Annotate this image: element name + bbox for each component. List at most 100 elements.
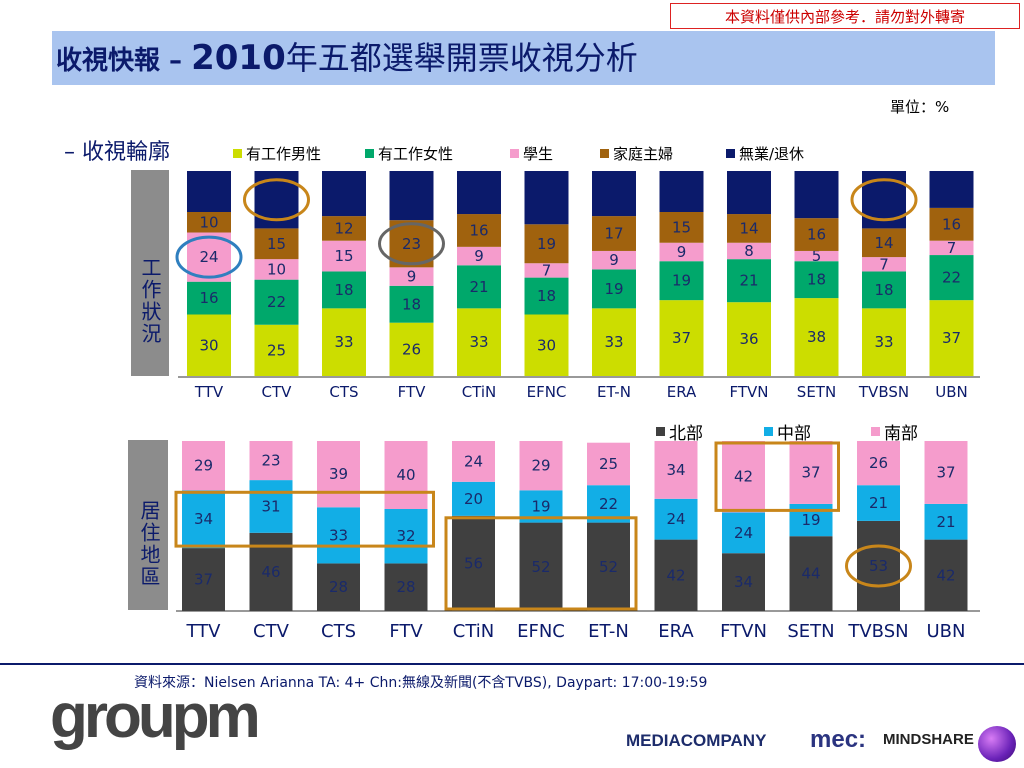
panel2-bar-ftv-- bbox=[384, 441, 428, 509]
panel1-bar-et-n-- bbox=[592, 250, 636, 270]
highlight-box bbox=[174, 490, 435, 548]
panel1-value-label: 5 bbox=[812, 247, 822, 265]
panel1-bar-tvbsn-- bbox=[862, 257, 906, 272]
panel1-value-label: 9 bbox=[407, 268, 417, 286]
panel1-bar-era-- bbox=[659, 212, 704, 243]
panel2-bar-et-n-- bbox=[587, 522, 630, 611]
panel1-bar-ftv-- bbox=[389, 220, 434, 268]
panel1-tick-label: SETN bbox=[797, 383, 836, 401]
panel1-bar-efnc-- bbox=[524, 171, 569, 225]
panel1-bar-ubn-- bbox=[929, 300, 974, 376]
panel1-value-label: 9 bbox=[677, 243, 687, 261]
legend-label: 中部 bbox=[777, 424, 811, 444]
highlight-circle bbox=[378, 222, 445, 266]
panel1-value-label: 19 bbox=[672, 272, 691, 290]
panel2-bar-et-n-- bbox=[587, 442, 630, 486]
panel1-bar-ftvn-- bbox=[727, 242, 771, 260]
legend-label: 有工作女性 bbox=[378, 145, 454, 163]
panel1-value-label: 33 bbox=[334, 333, 353, 351]
unit-label: 單位：% bbox=[890, 98, 950, 116]
panel2-value-label: 42 bbox=[666, 566, 685, 584]
legend-swatch bbox=[510, 149, 519, 158]
legend-label: 北部 bbox=[669, 424, 703, 444]
panel1-bar-ubn-- bbox=[929, 255, 974, 301]
panel1-bar-ftv-- bbox=[389, 322, 434, 376]
panel2-value-label: 37 bbox=[194, 571, 213, 589]
legend-item-0: 有工作男性 bbox=[233, 143, 321, 164]
panel2-side-label: 居住地區 bbox=[128, 440, 168, 610]
panel2-value-label: 37 bbox=[936, 463, 955, 481]
panel1-bar-ttv-- bbox=[187, 281, 231, 315]
panel2-bar-ctv-- bbox=[249, 441, 293, 481]
panel2-value-label: 21 bbox=[936, 513, 955, 531]
panel2-value-label: 23 bbox=[261, 452, 280, 470]
legend-label: 家庭主婦 bbox=[613, 145, 674, 163]
panel1-tick-label: TTV bbox=[194, 383, 224, 401]
panel1-value-label: 12 bbox=[334, 219, 353, 237]
panel1-value-label: 15 bbox=[267, 235, 286, 253]
groupm-logo: groupm bbox=[50, 682, 261, 751]
legend-swatch bbox=[726, 149, 735, 158]
panel1-bar-era-- bbox=[659, 261, 704, 301]
panel1-tick-label: UBN bbox=[935, 383, 968, 401]
panel1-value-label: 17 bbox=[604, 225, 623, 243]
mediacompany-logo: MEDIACOMPANY bbox=[626, 731, 767, 750]
panel1-bar-ubn-- bbox=[929, 171, 974, 208]
panel1-tick-label: CTS bbox=[329, 383, 358, 401]
panel2-bar-era-- bbox=[654, 539, 698, 611]
panel1-bar-ftv-- bbox=[389, 285, 434, 323]
panel1-bar-ftv-- bbox=[389, 171, 434, 221]
panel2-bar-ubn-- bbox=[924, 539, 968, 611]
panel2-bar-ttv-- bbox=[182, 548, 225, 611]
panel1-side-label: 工作狀況 bbox=[131, 170, 169, 376]
panel2-tick-label: SETN bbox=[787, 621, 834, 642]
panel2-bar-efnc-- bbox=[519, 522, 563, 611]
panel1-bar-tvbsn-- bbox=[862, 271, 906, 309]
panel1-value-label: 30 bbox=[199, 336, 218, 354]
panel2-value-label: 20 bbox=[464, 490, 483, 508]
panel1-value-label: 7 bbox=[879, 255, 889, 273]
panel2-value-label: 29 bbox=[531, 457, 550, 475]
highlight-circle bbox=[175, 235, 243, 279]
panel1-bar-et-n-- bbox=[592, 171, 636, 217]
panel2-tick-label: CTiN bbox=[453, 621, 494, 642]
panel2-bar-tvbsn-- bbox=[857, 520, 900, 611]
panel1-value-label: 33 bbox=[874, 333, 893, 351]
panel1-tick-label: CTiN bbox=[462, 383, 497, 401]
title-bar bbox=[52, 31, 995, 85]
panel1-bar-ftv-- bbox=[389, 267, 434, 286]
panel1-tick-label: ERA bbox=[667, 383, 697, 401]
panel2-value-label: 42 bbox=[936, 566, 955, 584]
section-label: – 收視輪廓 bbox=[64, 140, 170, 165]
panel1-value-label: 30 bbox=[537, 336, 556, 354]
panel2-bar-ftvn-- bbox=[722, 441, 765, 513]
panel1-bar-tvbsn-- bbox=[862, 228, 906, 258]
panel1-bar-ctv-- bbox=[254, 259, 299, 280]
panel2-bar-setn-- bbox=[789, 441, 833, 504]
panel2-bar-ctin-- bbox=[452, 515, 495, 611]
panel1-bar-efnc-- bbox=[524, 277, 569, 315]
panel1-tick-label: TVBSN bbox=[858, 383, 909, 401]
panel1-bar-ctin-- bbox=[457, 265, 501, 309]
panel2-value-label: 52 bbox=[599, 558, 618, 576]
panel2-value-label: 53 bbox=[869, 557, 888, 575]
panel1-value-label: 38 bbox=[807, 328, 826, 346]
internal-use-notice: 本資料僅供內部參考．請勿對外轉寄 bbox=[670, 3, 1020, 29]
panel1-bar-ttv-- bbox=[187, 314, 231, 376]
panel1-bar-cts-- bbox=[322, 271, 366, 309]
legend-item-4: 無業/退休 bbox=[726, 143, 804, 164]
mindshare-logo: MINDSHARE bbox=[883, 731, 974, 748]
panel1-tick-label: FTV bbox=[398, 383, 427, 401]
panel2-value-label: 28 bbox=[329, 578, 348, 596]
panel2-bar-ctin-- bbox=[452, 481, 495, 516]
panel1-value-label: 21 bbox=[739, 272, 758, 290]
panel1-value-label: 37 bbox=[942, 329, 961, 347]
panel2-bar-efnc-- bbox=[519, 441, 563, 491]
panel1-value-label: 7 bbox=[947, 239, 957, 257]
panel1-value-label: 33 bbox=[469, 333, 488, 351]
highlight-box bbox=[444, 516, 638, 611]
panel1-value-label: 36 bbox=[739, 330, 758, 348]
panel2-value-label: 42 bbox=[734, 468, 753, 486]
panel1-value-label: 15 bbox=[672, 218, 691, 236]
panel2-value-label: 39 bbox=[329, 465, 348, 483]
